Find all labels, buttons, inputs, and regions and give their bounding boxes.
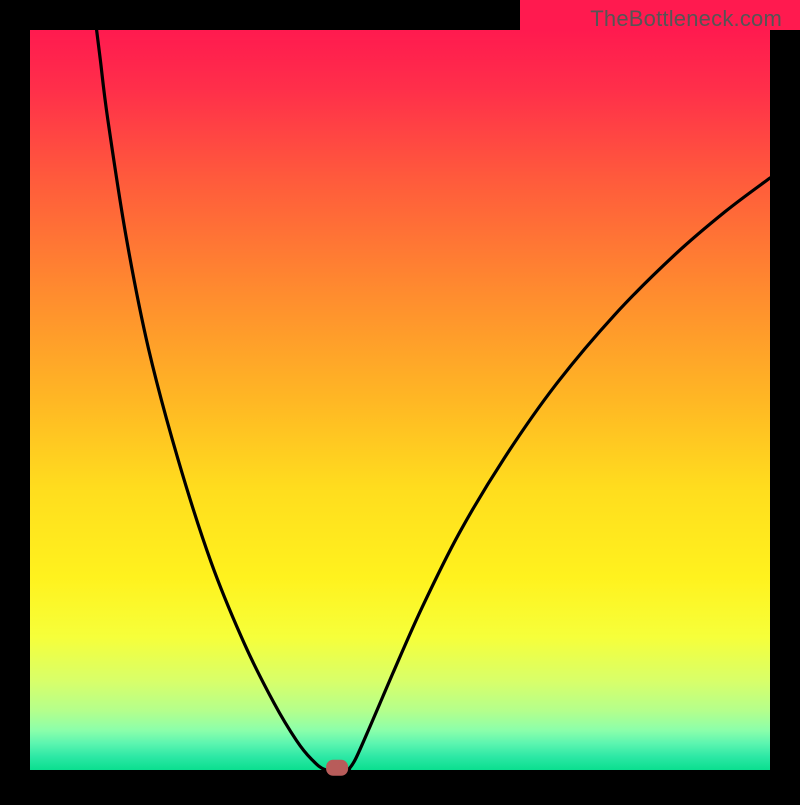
watermark-text: TheBottleneck.com (590, 6, 782, 32)
bottleneck-chart (0, 0, 800, 800)
optimum-marker (326, 760, 348, 776)
chart-container (0, 0, 800, 800)
